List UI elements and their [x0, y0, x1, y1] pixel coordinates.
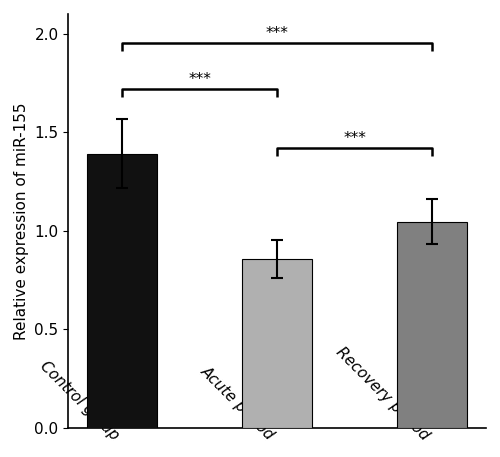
Bar	[398, 222, 467, 428]
Bar	[242, 259, 312, 428]
Text: ***: ***	[188, 72, 211, 87]
Text: ***: ***	[266, 27, 288, 42]
Y-axis label: Relative expression of miR-155: Relative expression of miR-155	[14, 102, 29, 340]
Bar	[88, 154, 157, 428]
Text: ***: ***	[344, 131, 366, 146]
